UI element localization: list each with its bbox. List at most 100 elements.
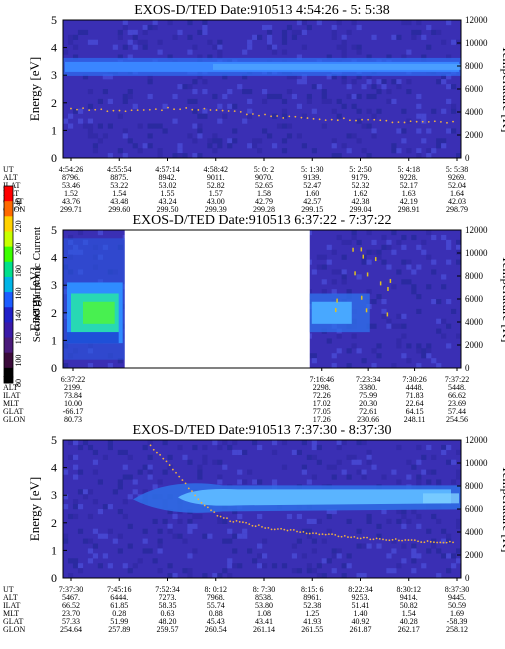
noise-cell [366,230,372,236]
noise-cell [232,103,238,109]
noise-cell [127,89,133,95]
noise-cell [336,113,342,119]
noise-cell [117,148,123,154]
table-cell: 5: 1:30 [301,165,323,174]
scatter-point [366,272,369,277]
noise-cell [331,153,337,159]
noise-cell [117,449,123,455]
temperature-point [185,107,188,109]
noise-cell [281,49,288,55]
noise-cell [281,464,288,470]
colorbar-segment [4,307,13,323]
noise-cell [187,133,193,139]
temperature-point [197,109,200,111]
table-cell: 1.64 [450,189,464,198]
noise-cell [77,489,84,495]
temperature-point [142,109,145,111]
temperature-point [308,532,311,535]
noise-cell [207,143,213,149]
table-cell: 261.55 [301,625,323,634]
noise-cell [271,93,278,100]
noise-cell [426,348,432,354]
noise-cell [117,509,123,515]
table-cell: 42.79 [255,197,273,206]
noise-cell [366,54,372,60]
noise-cell [77,504,84,510]
noise-cell [87,118,94,124]
temperature-point [124,110,127,113]
noise-cell [311,440,317,446]
table-row-label: ILAT [3,391,20,400]
noise-cell [271,113,278,119]
table-cell: 8:30:12 [397,585,421,594]
noise-cell [72,54,79,60]
colorbar-tick-label: 220 [14,220,23,232]
noise-cell [371,249,377,255]
noise-cell [127,494,133,500]
temperature-point [442,541,445,544]
noise-cell [366,518,372,524]
noise-cell [167,509,173,515]
noise-cell [162,440,168,446]
noise-cell [202,533,208,539]
noise-cell [82,74,89,80]
table-cell: 5448. [448,383,466,392]
noise-cell [187,84,193,90]
colorbar-segment [4,231,13,248]
noise-cell [446,459,452,465]
temperature-point [257,524,260,527]
temperature-point [439,541,442,544]
table-cell: 50.59 [448,601,466,610]
temperature-point [415,120,418,123]
table-cell: 42.03 [448,197,466,206]
noise-cell [122,563,128,569]
noise-cell [331,568,337,574]
scatter-point [361,295,363,300]
noise-cell [456,518,462,524]
colorbar-segment [4,322,13,339]
noise-cell [266,34,273,40]
table-cell: 1.52 [64,189,78,198]
noise-cell [331,353,337,359]
noise-cell [227,573,233,579]
noise-cell [411,509,417,515]
noise-cell [197,123,203,129]
table-cell: 58.35 [159,601,177,610]
temperature-point [203,504,206,507]
noise-cell [416,93,422,100]
table-cell: 8: 0:12 [205,585,227,594]
colorbar-segment [4,292,13,308]
noise-cell [67,573,74,579]
noise-cell [441,284,447,290]
noise-cell [416,294,422,300]
noise-cell [416,148,422,154]
noise-cell [341,469,347,475]
noise-cell [157,479,163,485]
table-cell: 1.60 [305,189,319,198]
noise-cell [247,143,253,149]
noise-cell [182,153,188,159]
noise-cell [257,444,263,451]
table-cell: 4448. [406,383,424,392]
table-cell: 298.79 [446,205,468,214]
temperature-point [241,521,244,524]
noise-cell [456,259,462,265]
noise-cell [162,128,168,134]
noise-cell [406,343,412,349]
noise-cell [331,34,337,40]
table-cell: 1.54 [402,609,416,618]
noise-cell [142,538,148,544]
noise-cell [182,568,188,574]
noise-cell [222,568,228,574]
noise-cell [197,469,203,475]
noise-cell [356,440,362,446]
noise-cell [92,499,99,505]
y-tick-label: 1 [51,543,57,557]
noise-cell [242,528,248,534]
temperature-point [167,106,169,109]
noise-cell [152,123,158,129]
noise-cell [291,568,298,574]
noise-cell [281,98,288,104]
noise-cell [212,93,218,100]
noise-cell [77,108,84,114]
